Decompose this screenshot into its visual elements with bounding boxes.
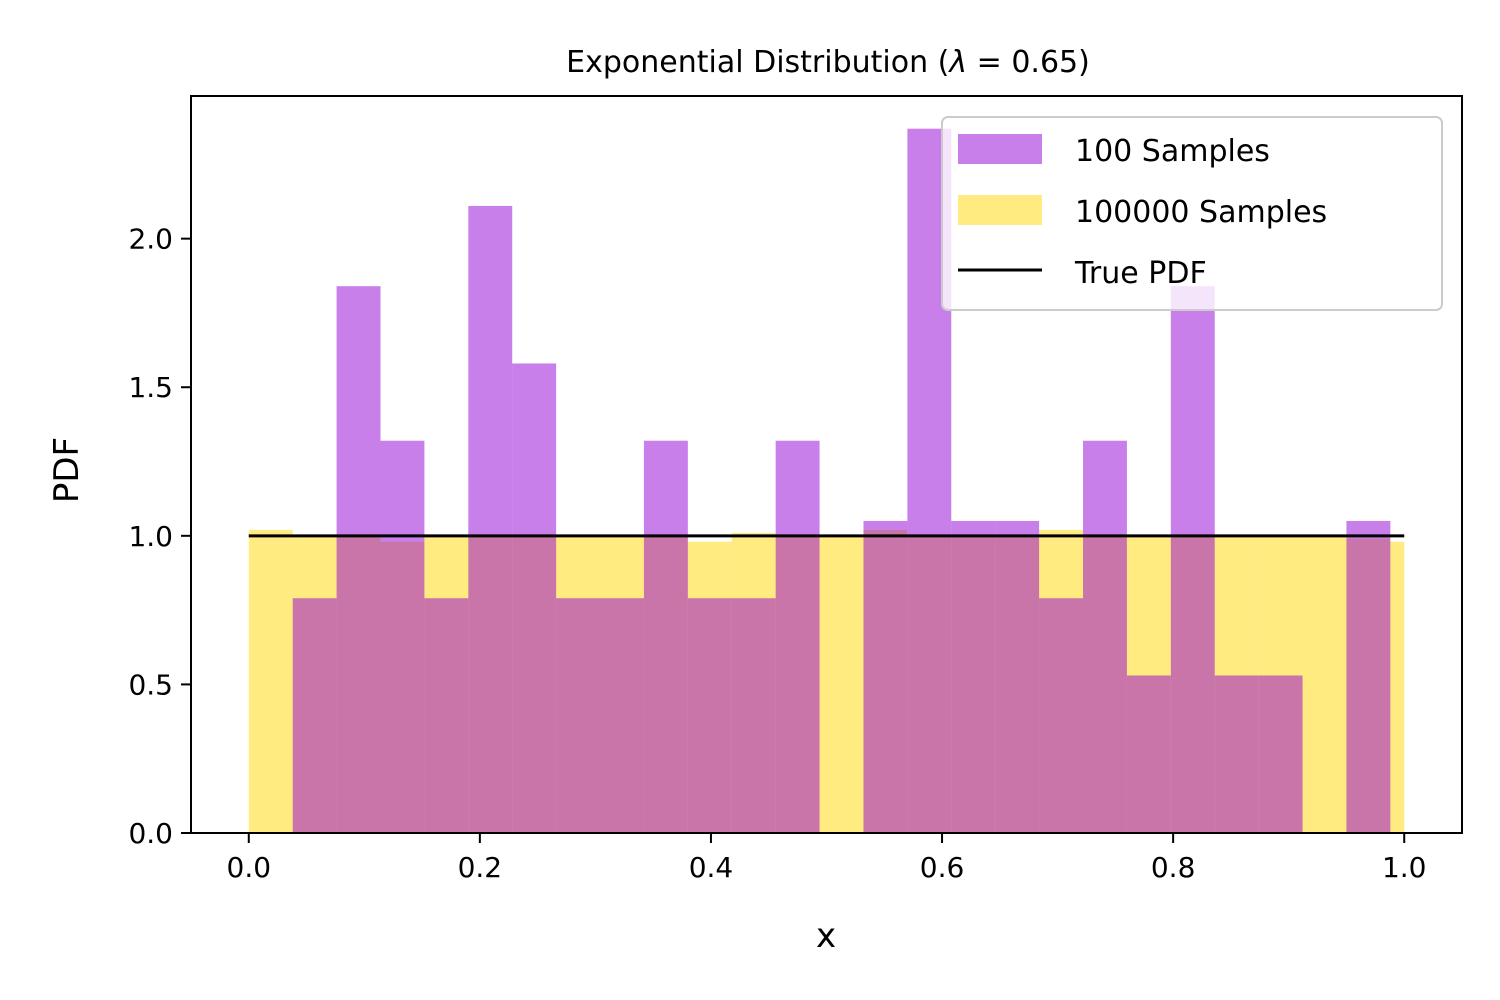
y-axis-label: PDF <box>47 437 87 503</box>
bar-100-samples-11 <box>731 598 776 833</box>
legend-swatch-100-samples <box>958 134 1042 164</box>
plot-area <box>248 128 1405 834</box>
bar-100-samples-1 <box>292 598 337 833</box>
bar-100-samples-20 <box>1126 675 1171 833</box>
x-axis: 0.0 0.2 0.4 0.6 0.8 1.0 <box>227 833 1427 884</box>
y-tick-label: 0.5 <box>128 668 173 701</box>
x-tick-label: 0.8 <box>1151 851 1196 884</box>
bar-100-samples-6 <box>512 363 557 833</box>
x-tick-label: 1.0 <box>1382 851 1427 884</box>
bar-100-samples-25 <box>1346 520 1391 833</box>
bar-100-samples-8 <box>600 598 644 833</box>
bar-100-samples-12 <box>775 440 820 833</box>
bar-100-samples-10 <box>687 598 732 833</box>
bar-100-samples-21 <box>1170 286 1215 833</box>
y-tick-label: 1.0 <box>128 520 173 553</box>
bar-100-samples-22 <box>1214 675 1259 833</box>
y-tick-label: 1.5 <box>128 371 173 404</box>
bar-100000-samples-26 <box>1390 541 1405 833</box>
x-tick-label: 0.0 <box>227 851 272 884</box>
bar-100000-samples-13 <box>819 535 864 833</box>
bar-100-samples-16 <box>951 520 996 833</box>
x-tick-label: 0.2 <box>458 851 503 884</box>
legend-frame <box>941 116 1443 311</box>
x-tick-label: 0.6 <box>920 851 965 884</box>
bar-100-samples-23 <box>1258 675 1303 833</box>
plot-frame <box>190 95 1463 834</box>
y-tick-label: 0.0 <box>128 817 173 850</box>
bar-100000-samples-24 <box>1302 535 1347 833</box>
bar-100-samples-18 <box>1039 598 1084 833</box>
bar-100-samples-17 <box>995 520 1040 833</box>
y-tick-label: 2.0 <box>128 223 173 256</box>
bar-100-samples-3 <box>380 440 425 833</box>
chart-title: Exponential Distribution (λ = 0.65) <box>566 45 1090 80</box>
x-axis-label: x <box>816 916 836 956</box>
legend-label-true-pdf: True PDF <box>1074 256 1207 291</box>
y-axis: 0.0 0.5 1.0 1.5 2.0 <box>128 223 191 850</box>
bar-100000-samples-0 <box>248 529 293 833</box>
legend: 100 Samples 100000 Samples True PDF <box>941 116 1443 311</box>
bar-100-samples-2 <box>336 286 381 833</box>
legend-swatch-100000-samples <box>958 195 1042 225</box>
bar-100-samples-5 <box>468 205 513 834</box>
bar-100-samples-19 <box>1083 440 1127 833</box>
bar-100-samples-7 <box>556 598 601 833</box>
legend-label-100-samples: 100 Samples <box>1075 134 1270 169</box>
legend-label-100000-samples: 100000 Samples <box>1075 195 1327 230</box>
x-tick-label: 0.4 <box>689 851 734 884</box>
bar-100-samples-9 <box>643 440 688 833</box>
bar-100-samples-14 <box>863 520 908 833</box>
bar-100-samples-4 <box>424 598 469 833</box>
